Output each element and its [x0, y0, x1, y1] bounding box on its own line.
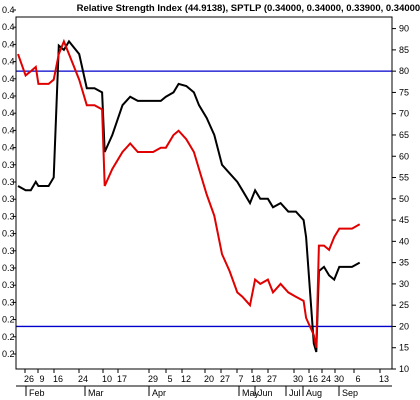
x-day-label: 17	[117, 374, 127, 384]
x-month-label: Jun	[258, 388, 273, 398]
x-day-label: 30	[334, 374, 344, 384]
left-tick-label: 0.3	[2, 229, 15, 239]
left-tick-label: 0.2	[2, 349, 15, 359]
left-tick-label: 0.4	[2, 125, 15, 135]
x-day-label: 24	[321, 374, 331, 384]
x-month-label: Mar	[88, 388, 104, 398]
x-day-label: 10	[102, 374, 112, 384]
left-tick-label: 0.2	[2, 315, 15, 325]
left-tick-label: 0.3	[2, 194, 15, 204]
right-tick-label: 45	[399, 215, 409, 225]
right-tick-label: 65	[399, 130, 409, 140]
left-tick-label: 0.4	[2, 108, 15, 118]
x-month-label: Jul	[289, 388, 301, 398]
x-day-label: 5	[167, 374, 172, 384]
left-tick-label: 0.4	[2, 22, 15, 32]
left-tick-label: 0.3	[2, 263, 15, 273]
right-tick-label: 55	[399, 173, 409, 183]
left-tick-label: 0.4	[2, 39, 15, 49]
series-line-red	[17, 38, 361, 348]
right-tick-label: 20	[399, 321, 409, 331]
left-tick-label: 0.4	[2, 74, 15, 84]
x-day-label: 26	[24, 374, 34, 384]
right-tick-label: 50	[399, 194, 409, 204]
x-day-label: 24	[78, 374, 88, 384]
left-tick-label: 0.3	[2, 246, 15, 256]
left-tick-label: 0.3	[2, 297, 15, 307]
x-month-label: Feb	[29, 388, 45, 398]
left-tick-label: 0.4	[2, 143, 15, 153]
x-day-label: 18	[251, 374, 261, 384]
x-month-label: Sep	[342, 388, 358, 398]
left-tick-label: 0.2	[2, 332, 15, 342]
x-day-label: 29	[148, 374, 158, 384]
right-tick-label: 25	[399, 300, 409, 310]
x-day-label: 27	[220, 374, 230, 384]
x-day-label: 20	[204, 374, 214, 384]
x-day-label: 16	[308, 374, 318, 384]
right-tick-label: 15	[399, 343, 409, 353]
x-day-label: 7	[238, 374, 243, 384]
x-day-label: 16	[53, 374, 63, 384]
right-tick-label: 85	[399, 45, 409, 55]
x-month-label: Aug	[306, 388, 322, 398]
right-tick-label: 70	[399, 109, 409, 119]
x-day-label: 27	[267, 374, 277, 384]
right-tick-label: 60	[399, 151, 409, 161]
right-tick-label: 40	[399, 236, 409, 246]
x-day-label: 13	[379, 374, 389, 384]
x-day-label: 12	[181, 374, 191, 384]
reference-lines	[16, 70, 392, 328]
left-tick-label: 0.3	[2, 160, 15, 170]
left-tick-label: 0.4	[2, 57, 15, 67]
x-month-label: Apr	[152, 388, 166, 398]
left-tick-label: 0.3	[2, 211, 15, 221]
series-lines	[17, 38, 361, 353]
right-tick-label: 35	[399, 258, 409, 268]
left-tick-label: 0.4	[2, 91, 15, 101]
x-day-label: 9	[39, 374, 44, 384]
left-tick-label: 0.3	[2, 177, 15, 187]
right-axis: 90 85 80 75 70 65 60 55 50 45 40 35 30 25 20 15 10	[392, 24, 409, 374]
x-day-label: 30	[293, 374, 303, 384]
plot-frame	[15, 16, 393, 370]
right-tick-label: 10	[399, 364, 409, 374]
x-day-label: 6	[355, 374, 360, 384]
x-month-label: May	[242, 388, 260, 398]
right-tick-label: 75	[399, 87, 409, 97]
right-tick-label: 80	[399, 66, 409, 76]
right-tick-label: 90	[399, 24, 409, 34]
left-axis: 0.4 0.4 0.4 0.4 0.4 0.4 0.4 0.4 0.4 0.3 0.3 0.3 0.3 0…	[2, 5, 16, 359]
left-tick-label: 0.4	[2, 5, 15, 15]
right-tick-label: 30	[399, 279, 409, 289]
left-tick-label: 0.3	[2, 280, 15, 290]
chart-title: Relative Strength Index (44.9138), SPTLP…	[77, 3, 420, 14]
